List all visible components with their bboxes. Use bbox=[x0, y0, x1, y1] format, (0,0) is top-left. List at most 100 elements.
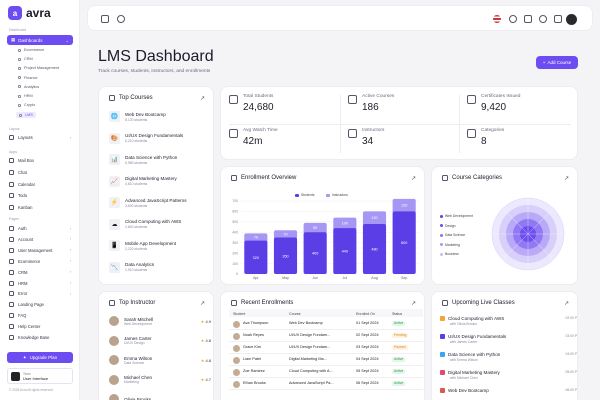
course-item[interactable]: 🎨 UI/UX Design Fundamentals 6,210 students bbox=[109, 132, 183, 144]
sidebar-item-page[interactable]: FAQ bbox=[9, 313, 71, 319]
sidebar-subitem[interactable]: Ecommerce bbox=[18, 48, 44, 52]
sidebar: a avra Dashboard ▦ Dashboards ⌄ Ecommerc… bbox=[0, 0, 80, 400]
page-icon bbox=[9, 269, 14, 275]
stat-tile: Categories 8 bbox=[467, 128, 504, 147]
sidebar-item-app[interactable]: Mail Box bbox=[9, 158, 71, 163]
stat-tile: Instructors 34 bbox=[348, 128, 384, 147]
sidebar-subitem-label: Ecommerce bbox=[24, 48, 45, 52]
instructor-item[interactable]: James Carter UI/UX Design ★ 4.8 bbox=[109, 335, 211, 346]
team-switcher[interactable]: Team User Interface bbox=[7, 368, 73, 384]
sidebar-item-app[interactable]: Kanban bbox=[9, 205, 71, 211]
course-item[interactable]: 📈 Digital Marketing Mastery 4,810 students bbox=[109, 175, 177, 187]
user-avatar[interactable] bbox=[566, 14, 577, 25]
arrow-up-right-icon[interactable]: ↗ bbox=[410, 301, 416, 307]
bar-value-label: 400 bbox=[312, 252, 318, 256]
sidebar-item-page[interactable]: Ecommerce › bbox=[9, 258, 71, 264]
moon-icon[interactable] bbox=[509, 15, 517, 23]
arrow-up-right-icon[interactable]: ↗ bbox=[563, 176, 569, 182]
sidebar-subitem[interactable]: CRM bbox=[18, 57, 33, 61]
table-row[interactable]: Ava Thompson Web Dev Bootcamp 01 Sept 2024… bbox=[229, 318, 423, 330]
instructor-name: Emma Wilson bbox=[124, 355, 153, 361]
arrow-up-right-icon[interactable]: ↗ bbox=[410, 176, 416, 182]
sidebar-item-dashboards[interactable]: ▦ Dashboards ⌄ bbox=[7, 35, 73, 45]
arrow-up-right-icon[interactable]: ↗ bbox=[199, 96, 205, 102]
sidebar-subitem-label: Crypto bbox=[24, 103, 36, 108]
live-class-item[interactable]: Cloud Computing with AWS with Olivia Broo… bbox=[440, 316, 577, 326]
legend-swatch bbox=[440, 224, 443, 227]
sidebar-item-app[interactable]: Todo bbox=[9, 193, 71, 199]
live-class-item[interactable]: UI/UX Design Fundamentals with James Cart… bbox=[440, 334, 577, 344]
fullscreen-icon[interactable] bbox=[524, 15, 532, 23]
course-item[interactable]: 🌐 Web Dev Bootcamp 8,120 students bbox=[109, 111, 166, 122]
grid-icon[interactable] bbox=[554, 15, 562, 23]
sidebar-item-page[interactable]: Help Center bbox=[9, 324, 71, 330]
search-icon[interactable] bbox=[117, 15, 125, 23]
instructor-item[interactable]: Olivia Brooks bbox=[109, 394, 211, 400]
sidebar-item-page[interactable]: Error › bbox=[9, 291, 71, 297]
sidebar-subitem[interactable]: HRM bbox=[18, 94, 33, 98]
brand[interactable]: a avra bbox=[8, 6, 51, 20]
sidebar-item-page[interactable]: Knowledge Base bbox=[9, 335, 71, 340]
sidebar-item-app[interactable]: Calendar bbox=[9, 181, 71, 187]
sidebar-subitem[interactable]: Analytics bbox=[18, 85, 39, 89]
sidebar-subitem[interactable]: Project Management bbox=[18, 66, 59, 70]
live-class-item[interactable]: Data Science with Python with Emma Wilson… bbox=[440, 352, 577, 362]
sidebar-item-label: FAQ bbox=[18, 313, 27, 319]
table-row[interactable]: Liam Patel Digital Marketing Ma... 04 Sept… bbox=[229, 354, 423, 366]
status-badge: Paused bbox=[392, 344, 408, 350]
sidebar-item-label: Ecommerce bbox=[18, 258, 41, 264]
sidebar-toggle-icon[interactable] bbox=[101, 15, 109, 23]
x-tick-label: Apr bbox=[253, 276, 259, 280]
course-item[interactable]: ☁ Cloud Computing with AWS 2,840 students bbox=[109, 218, 181, 230]
page-icon bbox=[9, 258, 14, 264]
arrow-up-right-icon[interactable]: ↗ bbox=[563, 301, 569, 307]
sidebar-item-page[interactable]: Auth › bbox=[9, 226, 71, 231]
live-class-item[interactable]: Web Dev Bootcamp 06:00 PM bbox=[440, 388, 577, 394]
table-row[interactable]: Zoe Ramirez Cloud Computing with A... 05 S… bbox=[229, 366, 423, 378]
instructor-role: UI/UX Design bbox=[124, 341, 145, 345]
table-row[interactable]: Noah Reyes UI/UX Design Fundam... 02 Sept … bbox=[229, 330, 423, 342]
sidebar-item-page[interactable]: Account › bbox=[9, 236, 71, 242]
arrow-up-right-icon[interactable]: ↗ bbox=[199, 301, 205, 307]
gear-icon[interactable] bbox=[539, 15, 547, 23]
add-course-button[interactable]: + Add Course bbox=[536, 56, 578, 69]
course-item[interactable]: ⚡ Advanced JavaScript Patterns 3,600 stude… bbox=[109, 197, 187, 208]
sidebar-item-app[interactable]: Chat bbox=[9, 169, 71, 175]
bar-students bbox=[362, 223, 387, 274]
course-item[interactable]: 📱 Mobile App Development 2,220 students bbox=[109, 240, 176, 251]
stat-icon bbox=[467, 95, 476, 104]
sidebar-item-page[interactable]: CRM › bbox=[9, 269, 71, 275]
sidebar-item-label: Todo bbox=[18, 193, 28, 199]
instructor-item[interactable]: Emma Wilson Data Science ★ 4.8 bbox=[109, 355, 211, 365]
table-row[interactable]: Ethan Brooks Advanced JavaScript Pa... 06 … bbox=[229, 378, 423, 390]
live-class-item[interactable]: Digital Marketing Mastery with Michael Ch… bbox=[440, 370, 577, 380]
bar-instructors bbox=[333, 217, 357, 231]
sidebar-subitem[interactable]: LMS bbox=[16, 112, 36, 119]
sidebar-item-layouts[interactable]: Layouts › bbox=[9, 135, 71, 140]
course-name: Advanced JavaScript Pa... bbox=[289, 381, 334, 385]
flag-icon[interactable] bbox=[493, 15, 501, 23]
bar-value-label: 90 bbox=[313, 226, 317, 230]
sidebar-item-page[interactable]: User Management › bbox=[9, 247, 71, 253]
course-item[interactable]: 📉 Data Analytics 1,910 students bbox=[109, 261, 154, 273]
sidebar-item-page[interactable]: Landing Page bbox=[9, 302, 71, 308]
team-label: Team bbox=[23, 371, 31, 376]
instructor-item[interactable]: Michael Chen Marketing ★ 4.7 bbox=[109, 374, 211, 385]
class-icon bbox=[440, 352, 445, 357]
bar-instructors bbox=[244, 233, 268, 243]
upgrade-plan-button[interactable]: ✦ Upgrade Plan bbox=[7, 352, 73, 363]
sidebar-item-page[interactable]: HRM › bbox=[9, 280, 71, 286]
instructor-item[interactable]: Sarah Mitchell Web Development ★ 4.9 bbox=[109, 316, 211, 326]
sidebar-subitem[interactable]: Crypto bbox=[18, 103, 35, 107]
chevron-right-icon: › bbox=[69, 226, 71, 231]
legend-label: Web Development bbox=[445, 214, 473, 218]
stat-tile: Certificates Issued 9,420 bbox=[467, 94, 520, 113]
sidebar-item-label: Auth bbox=[18, 226, 27, 231]
table-row[interactable]: Grace Kim UI/UX Design Fundam... 03 Sept 2… bbox=[229, 342, 423, 354]
chevron-right-icon: › bbox=[69, 248, 71, 253]
y-tick-label: 300 bbox=[232, 241, 238, 245]
course-item[interactable]: 📊 Data Science with Python 5,980 students bbox=[109, 154, 177, 165]
sparkle-icon: ✦ bbox=[22, 354, 27, 360]
course-students: 3,600 students bbox=[125, 203, 148, 208]
sidebar-subitem[interactable]: Finance bbox=[18, 76, 38, 80]
